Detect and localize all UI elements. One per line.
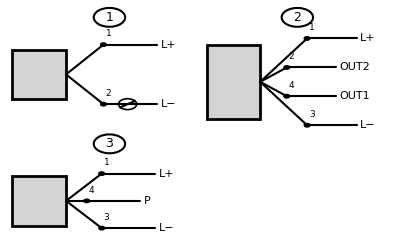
Circle shape	[304, 124, 310, 127]
Text: L−: L−	[160, 99, 176, 109]
Circle shape	[304, 37, 310, 40]
Text: OUT2: OUT2	[339, 62, 370, 72]
Text: OUT1: OUT1	[339, 91, 370, 101]
Text: 3: 3	[105, 137, 114, 150]
Text: L+: L+	[360, 33, 375, 43]
Text: 1: 1	[105, 11, 114, 24]
Text: 2: 2	[105, 89, 111, 98]
Text: L−: L−	[159, 223, 174, 233]
Text: L−: L−	[360, 120, 375, 130]
Text: 2: 2	[293, 11, 301, 24]
Circle shape	[100, 102, 106, 106]
Bar	[206, 45, 260, 119]
Text: 4: 4	[289, 81, 294, 90]
Text: 3: 3	[104, 213, 109, 222]
Circle shape	[99, 226, 104, 230]
Text: 1: 1	[309, 23, 315, 32]
Text: P: P	[144, 196, 150, 206]
Text: 2: 2	[289, 52, 294, 61]
Text: L+: L+	[160, 40, 176, 50]
Text: 3: 3	[309, 110, 315, 119]
Circle shape	[99, 172, 104, 175]
Circle shape	[284, 94, 290, 98]
Circle shape	[84, 199, 90, 203]
Text: 1: 1	[105, 30, 111, 38]
Text: L+: L+	[159, 169, 174, 179]
Bar	[12, 176, 66, 226]
Bar	[12, 50, 66, 99]
Circle shape	[284, 66, 290, 69]
Text: 4: 4	[89, 186, 95, 195]
Circle shape	[100, 43, 106, 46]
Text: 1: 1	[104, 158, 109, 167]
